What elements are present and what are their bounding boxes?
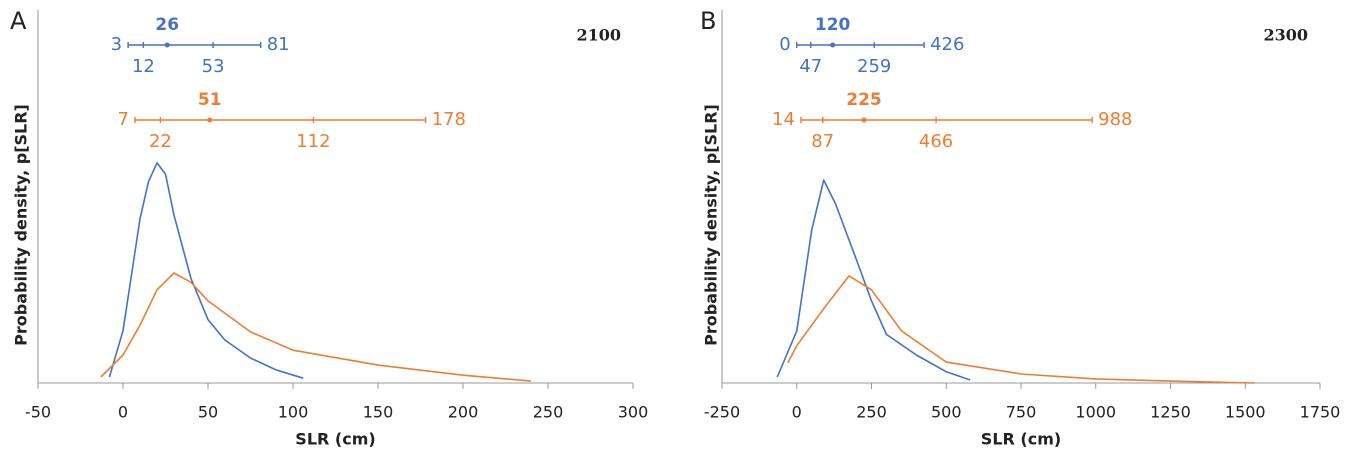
interval-median [861,117,867,123]
x-tick-label: 100 [278,403,309,422]
interval-label: 259 [857,56,891,77]
interval-label: 988 [1098,109,1132,130]
x-tick-label: 500 [931,403,962,422]
x-tick-label: 300 [618,403,649,422]
y-axis-label: Probability density, p[SLR] [702,104,721,346]
x-tick-label: -50 [25,403,51,422]
interval-label: 0 [779,34,790,55]
x-tick-label: 1000 [1075,403,1116,422]
interval-label: 22 [149,131,172,152]
interval-label: 14 [772,109,795,130]
interval-label: 7 [117,109,128,130]
interval-label: 53 [202,56,225,77]
panel-title: 2300 [1263,26,1308,45]
x-tick-label: 250 [856,403,887,422]
x-tick-label: 50 [198,403,218,422]
interval-label: 178 [432,109,466,130]
interval-median [207,117,213,123]
interval-label: 225 [846,90,882,110]
interval-label: 51 [198,90,222,110]
interval-label: 12 [132,56,155,77]
interval-label: 112 [296,131,330,152]
x-tick-label: 1750 [1300,403,1341,422]
panel-label: A [10,7,27,35]
x-tick-label: 750 [1006,403,1037,422]
x-tick-label: 1250 [1150,403,1191,422]
density-line [100,272,532,382]
interval-label: 426 [930,34,964,55]
x-tick-label: 250 [533,403,564,422]
x-axis-label: SLR (cm) [981,430,1061,449]
x-axis-label: SLR (cm) [295,430,375,449]
density-line [787,275,1255,384]
interval-label: 3 [111,34,122,55]
interval-label: 87 [811,131,834,152]
panel-title: 2100 [576,26,621,45]
interval-label: 26 [155,15,179,35]
panel-label: B [700,7,716,35]
x-tick-label: 150 [363,403,394,422]
density-line [776,179,971,381]
density-line [108,162,304,379]
interval-label: 47 [799,56,822,77]
interval-median [164,42,170,48]
x-tick-label: -250 [704,403,740,422]
x-tick-label: 200 [448,403,479,422]
x-tick-label: 0 [118,403,128,422]
interval-label: 120 [815,15,851,35]
y-axis-label: Probability density, p[SLR] [12,104,31,346]
x-tick-label: 1500 [1225,403,1266,422]
interval-label: 466 [919,131,953,152]
interval-label: 81 [267,34,290,55]
interval-median [830,42,836,48]
x-tick-label: 0 [792,403,802,422]
